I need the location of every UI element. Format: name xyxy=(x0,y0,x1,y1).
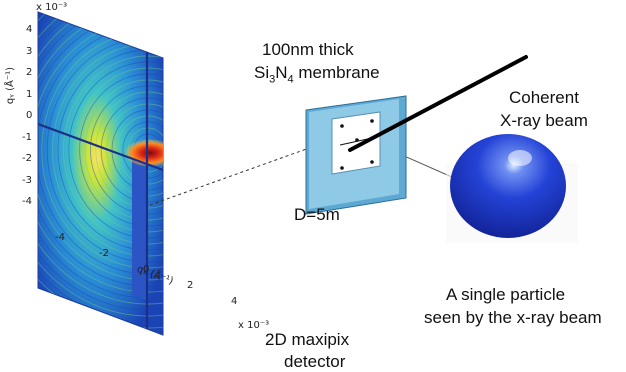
membrane-word: membrane xyxy=(293,63,380,82)
membrane-sub3: 3 xyxy=(269,73,276,86)
y-tick-label: -4 xyxy=(22,196,32,207)
x-tick-label: -2 xyxy=(99,248,109,259)
y-tick-label: 2 xyxy=(26,67,33,78)
chip-gap-horizontal xyxy=(38,122,163,172)
y-tick-label: 0 xyxy=(26,110,33,121)
membrane-frame xyxy=(305,95,407,215)
y-scale-label: x 10⁻³ xyxy=(36,2,68,13)
particle-label-line1: A single particle xyxy=(446,285,566,304)
beam-label-line2: X-ray beam xyxy=(500,111,588,130)
center-hot-spot xyxy=(124,139,163,167)
y-tick-label: 4 xyxy=(26,24,33,35)
x-tick-label: 0 xyxy=(143,264,150,275)
x-tick-label: 4 xyxy=(231,296,238,307)
x-tick-label: -4 xyxy=(55,232,65,243)
beamstop xyxy=(132,150,148,301)
membrane-sub4: 4 xyxy=(287,73,294,86)
xray-beam-line xyxy=(348,55,528,152)
y-tick-label: -1 xyxy=(22,131,32,143)
membrane-label-line2: Si3N4 membrane xyxy=(254,62,380,90)
y-tick-label: -3 xyxy=(22,174,32,186)
y-axis-label: qᵧ (Å⁻¹) xyxy=(5,66,17,105)
y-tick-label: 1 xyxy=(26,88,33,100)
membrane-n: N xyxy=(275,63,288,82)
detector-image xyxy=(37,11,164,336)
membrane-label-line1: 100nm thick xyxy=(262,40,354,59)
x-tick-label: 2 xyxy=(187,280,194,291)
particle-label-line2: seen by the x-ray beam xyxy=(424,308,602,327)
detector-label-line2: detector xyxy=(284,352,346,371)
x-scale-label: x 10⁻³ xyxy=(238,320,270,331)
particle-sphere xyxy=(446,134,578,243)
distance-label: D=5m xyxy=(294,205,340,224)
beam-label-line1: Coherent xyxy=(509,88,579,107)
detector-label-line1: 2D maxipix xyxy=(265,330,350,349)
membrane-si: Si xyxy=(254,63,270,82)
y-tick-label: 3 xyxy=(26,45,33,57)
y-tick-label: -2 xyxy=(22,153,32,164)
